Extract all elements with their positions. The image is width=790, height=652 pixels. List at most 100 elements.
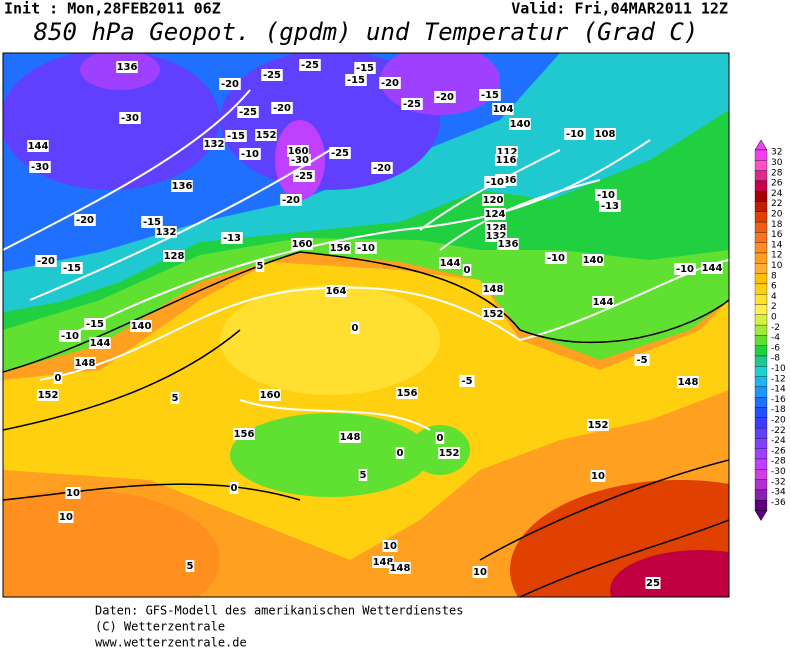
contour-label-text: -15	[347, 75, 365, 86]
colorbar-cell	[754, 242, 768, 254]
map-frame	[2, 52, 730, 598]
colorbar-label: -34	[771, 488, 786, 498]
contour-label-text: 120	[483, 195, 504, 206]
contour-label: -10	[355, 242, 377, 254]
colorbar-label: -30	[771, 467, 786, 477]
contour-label-text: -10	[357, 243, 375, 254]
contour-label: -25	[293, 170, 315, 182]
contour-label: -30	[289, 154, 311, 166]
contour-label: 124	[484, 208, 506, 220]
colorbar: 32302826242220181614121086420-2-4-6-8-10…	[754, 139, 786, 521]
contour-label: 140	[509, 118, 531, 130]
contour-label-box	[645, 577, 661, 589]
contour-label-text: -20	[221, 79, 239, 90]
contour-label: -25	[401, 98, 423, 110]
init-time: Init : Mon,28FEB2011 06Z	[4, 0, 221, 18]
colorbar-cell	[754, 149, 768, 161]
contour-label-box	[299, 59, 321, 71]
contour-label-text: 152	[483, 309, 504, 320]
contour-label-box	[271, 102, 293, 114]
contour-label-box	[280, 194, 302, 206]
contour-label-text: 152	[588, 420, 609, 431]
contour-label: -20	[379, 77, 401, 89]
contour-label-box	[482, 308, 504, 320]
colorbar-cell	[754, 397, 768, 408]
contour-label-box	[221, 232, 243, 244]
colorbar-cell	[754, 232, 768, 243]
contour-label-text: -15	[143, 217, 161, 228]
contour-label-box	[439, 257, 461, 269]
contour-label-text: 0	[352, 323, 359, 334]
contour-label-text: 136	[498, 239, 519, 250]
contour-label-text: 152	[256, 130, 277, 141]
colorbar-label: -6	[771, 343, 780, 353]
contour-label-text: 104	[493, 104, 514, 115]
contour-label-text: -25	[239, 107, 257, 118]
contour-label-box	[141, 216, 163, 228]
contour-label: 5	[255, 260, 265, 272]
contour-label: 10	[382, 540, 398, 552]
contour-label-text: 0	[397, 448, 404, 459]
contour-label-text: 108	[595, 129, 616, 140]
footer-line: (C) Wetterzentrale	[95, 620, 225, 634]
contour-label-box	[130, 320, 152, 332]
colorbar-top-arrow	[754, 139, 768, 151]
colorbar-label: 0	[771, 312, 777, 322]
contour-label-text: 148	[340, 432, 361, 443]
contour-label-box	[509, 118, 531, 130]
contour-label: -20	[371, 162, 393, 174]
contour-label-text: 152	[38, 390, 59, 401]
contour-label-box	[74, 357, 96, 369]
contour-label: -30	[119, 112, 141, 124]
colorbar-label: -14	[771, 385, 786, 395]
colorbar-label: -16	[771, 395, 786, 405]
contour-label: -13	[599, 200, 621, 212]
contour-label: 144	[701, 262, 723, 274]
contour-label-box	[203, 138, 225, 150]
contour-label-text: 5	[257, 261, 264, 272]
colorbar-label: -12	[771, 374, 786, 384]
contour-label: -10	[564, 128, 586, 140]
contour-label-box	[497, 238, 519, 250]
contour-label-text: -25	[301, 60, 319, 71]
contour-label: 0	[395, 447, 405, 459]
contour-label-box	[677, 376, 699, 388]
contour-label: -5	[634, 354, 650, 366]
contour-label-box	[84, 318, 106, 330]
colorbar-label: -32	[771, 477, 786, 487]
contour-label-box	[379, 77, 401, 89]
contour-label-box	[74, 214, 96, 226]
contour-label-text: 136	[172, 181, 193, 192]
contour-label-box	[229, 482, 239, 494]
contour-label-text: 0	[55, 373, 62, 384]
contour-label-box	[396, 387, 418, 399]
contour-label-box	[293, 170, 315, 182]
contour-label: -25	[261, 69, 283, 81]
colorbar-label: 12	[771, 251, 782, 261]
contour-label-box	[492, 103, 514, 115]
colorbar-label: 16	[771, 230, 783, 240]
contour-label: 140	[582, 254, 604, 266]
contour-label-box	[170, 392, 180, 404]
contour-label-text: 10	[473, 567, 487, 578]
contour-label-box	[434, 91, 456, 103]
contour-label-text: 10	[59, 512, 73, 523]
contour-label-box	[594, 128, 616, 140]
colorbar-cell	[754, 324, 768, 336]
contour-label: -10	[484, 176, 506, 188]
colorbar-cell	[754, 191, 768, 202]
colorbar-cell	[754, 448, 768, 460]
contour-label: 152	[37, 389, 59, 401]
contour-label-text: 140	[131, 321, 152, 332]
contour-label-text: -20	[273, 103, 291, 114]
contour-label: 152	[438, 447, 460, 459]
contour-label-box	[329, 147, 351, 159]
contour-label-box	[354, 62, 376, 74]
contour-label-text: 10	[591, 471, 605, 482]
contour-label: -20	[271, 102, 293, 114]
contour-label-box	[592, 296, 614, 308]
contour-label: 25	[645, 577, 661, 589]
contour-label-text: 160	[288, 146, 309, 157]
colorbar-cell	[754, 314, 768, 326]
